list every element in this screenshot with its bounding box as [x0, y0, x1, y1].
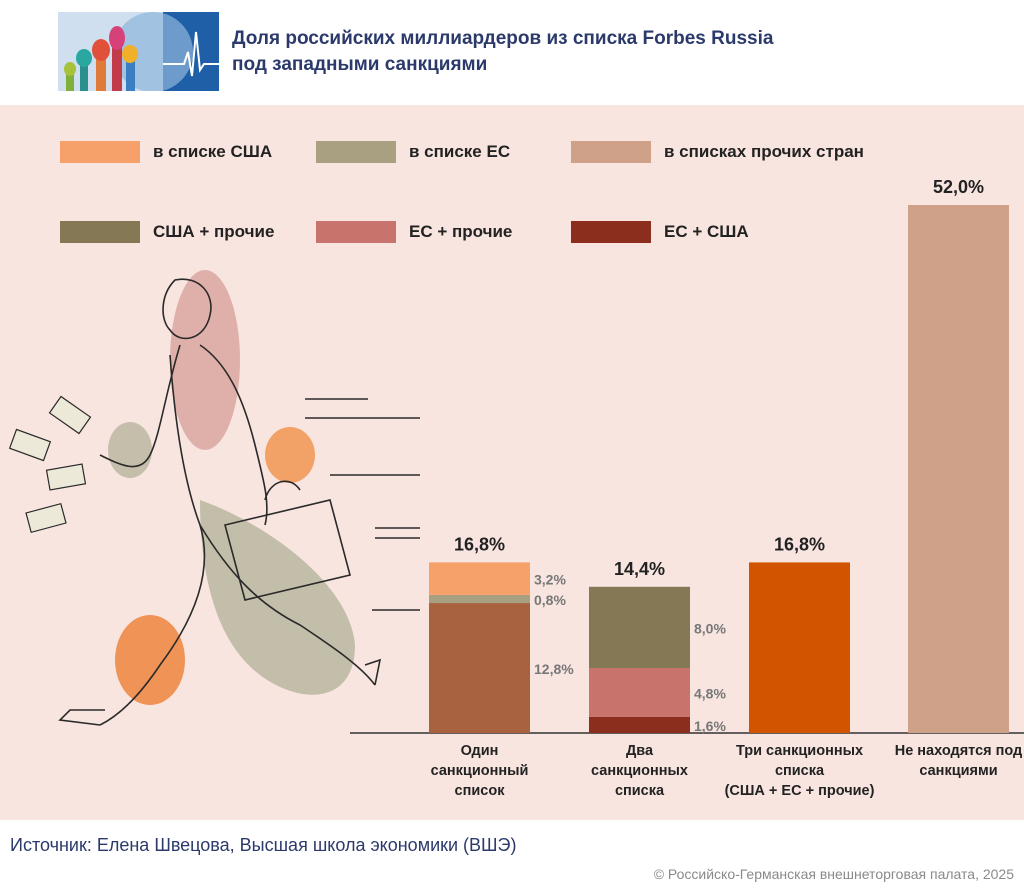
segment-label-0-1: 0,8%: [534, 592, 566, 608]
bar-segment-2-0: [749, 562, 850, 733]
category-label-1-1: санкционных: [591, 763, 688, 779]
bar-segment-3-0: [908, 205, 1009, 733]
legend-label-eu: в списке ЕС: [409, 142, 511, 161]
bar-total-label-2: 16,8%: [774, 534, 825, 554]
page-title: Доля российских миллиардеров из списка F…: [232, 26, 932, 78]
bar-segment-1-1: [589, 668, 690, 717]
legend-label-other: в списках прочих стран: [664, 142, 864, 161]
category-label-3-1: санкциями: [919, 763, 997, 779]
legend-swatch-us-other: [60, 221, 140, 243]
category-label-2-2: (США + ЕС + прочие): [725, 783, 875, 799]
legend-swatch-other: [571, 141, 651, 163]
category-label-3-0: Не находятся под: [895, 743, 1023, 759]
legend-swatch-eu-us: [571, 221, 651, 243]
businessman-illustration: [8, 270, 420, 726]
segment-label-1-1: 4,8%: [694, 685, 726, 701]
title-line-1: Доля российских миллиардеров из списка F…: [232, 28, 774, 49]
category-label-1-2: списка: [615, 783, 665, 799]
bar-segment-1-2: [589, 586, 690, 669]
segment-label-1-0: 1,6%: [694, 718, 726, 734]
bar-segment-0-1: [429, 594, 530, 604]
category-label-1-0: Два: [626, 743, 654, 759]
category-label-2-0: Три санкционных: [736, 743, 863, 759]
category-label-0-1: санкционный: [431, 763, 529, 779]
copyright-note: © Российско-Германская внешнеторговая па…: [653, 866, 1014, 882]
source-note: Источник: Елена Швецова, Высшая школа эк…: [10, 835, 517, 855]
legend-label-eu-other: ЕС + прочие: [409, 222, 513, 241]
logo-kremlin-icon: [58, 12, 219, 91]
bar-segment-0-0: [429, 603, 530, 733]
segment-label-0-0: 12,8%: [534, 661, 574, 677]
header: Доля российских миллиардеров из списка F…: [0, 0, 1024, 105]
title-line-2: под западными санкциями: [232, 54, 488, 75]
legend-label-eu-us: ЕС + США: [664, 222, 749, 241]
bar-total-label-0: 16,8%: [454, 534, 505, 554]
bar-total-label-3: 52,0%: [933, 177, 984, 197]
legend-label-us: в списке США: [153, 142, 273, 161]
bar-segment-0-2: [429, 562, 530, 595]
segment-label-0-2: 3,2%: [534, 572, 566, 588]
bar-segment-1-0: [589, 716, 690, 733]
category-label-0-0: Один: [461, 743, 499, 759]
legend-swatch-eu: [316, 141, 396, 163]
category-label-0-2: список: [455, 783, 506, 799]
legend-swatch-eu-other: [316, 221, 396, 243]
segment-label-1-2: 8,0%: [694, 620, 726, 636]
category-label-2-1: списка: [775, 763, 825, 779]
bar-total-label-1: 14,4%: [614, 559, 665, 579]
stacked-bar-chart: 12,8% 0,8% 3,2% 16,8% Один санкционный список 1…: [350, 177, 1024, 799]
legend-label-us-other: США + прочие: [153, 222, 275, 241]
legend-swatch-us: [60, 141, 140, 163]
